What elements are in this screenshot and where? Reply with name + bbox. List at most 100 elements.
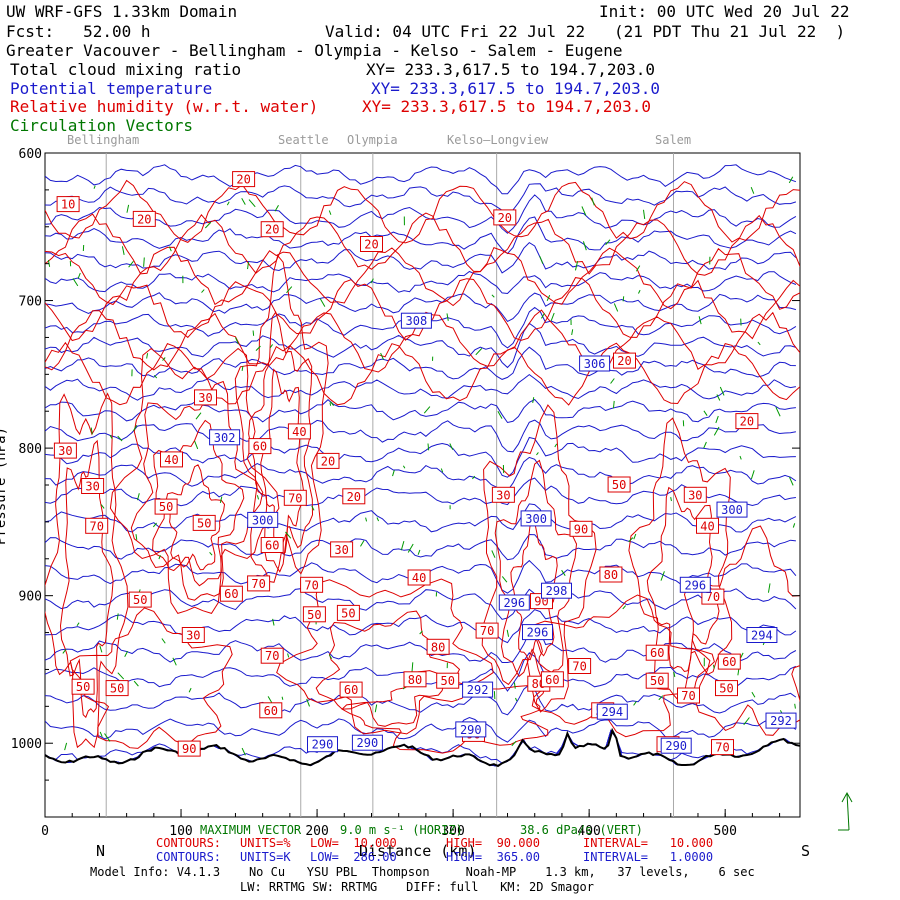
circulation-vector (475, 348, 483, 356)
circulation-vector (162, 357, 166, 361)
circulation-vector (77, 272, 81, 279)
circulation-vector (794, 703, 796, 709)
rh-label: 60 (219, 585, 243, 602)
theta-contours-units: UNITS=K (240, 850, 291, 864)
rh-label-text: 70 (288, 491, 302, 505)
field-theta-name: Potential temperature (10, 79, 213, 98)
rh-label: 30 (330, 541, 354, 558)
rh-label-text: 30 (688, 488, 702, 502)
rh-label: 50 (645, 672, 669, 689)
circulation-vector (713, 426, 720, 436)
rh-label-text: 60 (545, 673, 559, 687)
circulation-vector (195, 412, 202, 420)
circulation-vector (582, 241, 587, 251)
rh-contour (481, 404, 597, 713)
theta-contour (45, 292, 797, 323)
rh-label: 70 (677, 687, 700, 704)
rh-label-text: 30 (496, 488, 510, 502)
rh-label-text: 40 (700, 519, 714, 533)
field-cloud-name: Total cloud mixing ratio (10, 60, 242, 79)
circulation-vector (571, 329, 574, 336)
theta-label: 298 (541, 582, 572, 599)
field-vectors-name: Circulation Vectors (10, 116, 194, 135)
circulation-vector (281, 696, 284, 700)
theta-label: 292 (462, 681, 494, 698)
circulation-vector (515, 697, 518, 702)
circulation-vector (194, 440, 199, 450)
rh-label: 20 (260, 221, 284, 238)
theta-label-text: 308 (406, 314, 428, 328)
rh-label-text: 70 (681, 689, 695, 703)
theta-contours-interval: INTERVAL= 1.0000 (583, 850, 714, 864)
rh-label-text: 80 (408, 673, 422, 687)
rh-label: 60 (717, 653, 741, 670)
model-info: Model Info: V4.1.3 No Cu YSU PBL Thompso… (90, 865, 755, 879)
theta-label-text: 290 (460, 723, 482, 737)
circulation-vector (161, 638, 166, 644)
theta-label-text: 298 (546, 584, 568, 598)
circulation-vector (698, 316, 702, 325)
theta-contours-low: LOW= 286.00 (310, 850, 397, 864)
rh-label-text: 50 (341, 606, 355, 620)
rh-contour-upper (45, 246, 800, 310)
rh-label-text: 50 (159, 500, 173, 514)
circulation-vector (90, 427, 93, 435)
city-label-bellingham: Bellingham (67, 133, 140, 147)
rh-label-text: 30 (198, 391, 212, 405)
x-tick-label: 200 (305, 824, 328, 839)
theta-contour (45, 609, 797, 644)
field-rh-name: Relative humidity (w.r.t. water) (10, 97, 319, 116)
rh-label: 50 (192, 514, 216, 531)
circulation-vector (247, 262, 249, 270)
rh-label: 70 (711, 739, 734, 756)
rh-label: 20 (342, 488, 366, 505)
rh-label: 30 (683, 486, 707, 503)
circulation-vector (158, 555, 161, 560)
theta-label: 294 (596, 703, 628, 720)
theta-label-text: 296 (527, 626, 549, 640)
field-cloud-xy: XY= 233.3,617.5 to 194.7,203.0 (366, 60, 655, 79)
circulation-vector (449, 443, 454, 450)
theta-label-text: 300 (252, 513, 274, 527)
rh-label: 30 (491, 486, 515, 503)
rh-label-text: 90 (574, 522, 588, 536)
rh-label: 20 (613, 352, 636, 369)
rh-label-text: 50 (719, 682, 733, 696)
circulation-vector (100, 504, 105, 509)
rh-label-text: 80 (431, 640, 445, 654)
rh-label-text: 70 (89, 519, 103, 533)
rh-contours-label: CONTOURS: (156, 836, 222, 850)
rh-label: 80 (426, 638, 450, 655)
circulation-vector (267, 696, 273, 703)
rh-label: 80 (403, 671, 427, 688)
rh-label-text: 70 (304, 578, 318, 592)
theta-contour (45, 503, 797, 533)
circulation-vector (241, 198, 246, 205)
theta-label-text: 294 (601, 705, 623, 719)
theta-contour (45, 216, 797, 255)
theta-label: 296 (679, 576, 711, 593)
circulation-vector (241, 366, 244, 371)
theta-label: 300 (247, 511, 279, 528)
max-vector-label: MAXIMUM VECTOR (200, 823, 302, 837)
rh-label-text: 30 (186, 629, 200, 643)
y-tick-label: 600 (19, 147, 42, 162)
theta-contour (45, 398, 796, 424)
rh-label: 50 (154, 498, 178, 515)
rh-label-text: 30 (58, 444, 72, 458)
rh-label: 60 (339, 681, 363, 698)
rh-label-text: 70 (265, 649, 279, 663)
rh-label: 50 (105, 680, 129, 697)
circulation-vector (153, 374, 158, 379)
theta-label: 290 (351, 734, 383, 751)
rh-label: 30 (53, 442, 77, 459)
rh-label-text: 70 (706, 590, 720, 604)
circulation-vector (554, 443, 558, 448)
circulation-vector (788, 176, 794, 184)
init-time: Init: 00 UTC Wed 20 Jul 22 (599, 2, 850, 21)
circulation-vector (636, 265, 641, 272)
theta-contour (45, 436, 796, 478)
rh-label: 60 (259, 702, 283, 719)
rh-label: 30 (194, 389, 217, 406)
rh-label: 70 (85, 517, 109, 534)
